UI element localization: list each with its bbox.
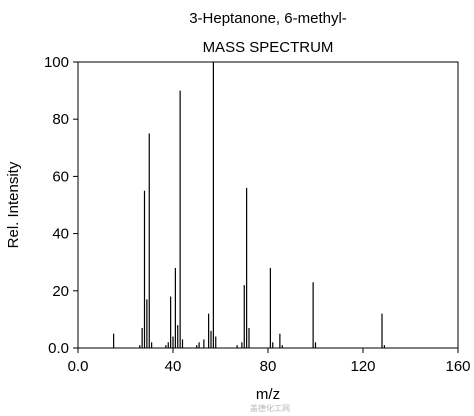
y-tick-label: 40 <box>52 226 69 243</box>
y-tick-label: 60 <box>52 168 69 185</box>
x-axis-label: m/z <box>256 386 280 403</box>
plot-area: 0.0 40 80 120 160 0.0 20 40 60 80 100 <box>44 54 471 375</box>
y-tick-label: 20 <box>52 283 69 300</box>
peaks-group <box>113 62 385 348</box>
x-tick-label: 0.0 <box>68 358 89 375</box>
y-axis-ticks: 0.0 20 40 60 80 100 <box>44 54 78 357</box>
chart-title: 3-Heptanone, 6-methyl- <box>189 10 347 27</box>
y-tick-label: 100 <box>44 54 69 71</box>
x-axis-ticks: 0.0 40 80 120 160 <box>68 348 471 375</box>
x-tick-label: 40 <box>165 358 182 375</box>
watermark-text: 盖德化工网 <box>250 403 290 413</box>
x-tick-label: 160 <box>445 358 470 375</box>
x-tick-label: 80 <box>260 358 277 375</box>
y-axis-label: Rel. Intensity <box>5 161 22 248</box>
x-tick-label: 120 <box>350 358 375 375</box>
y-tick-label: 0.0 <box>48 340 69 357</box>
y-tick-label: 80 <box>52 111 69 128</box>
chart-subtitle: MASS SPECTRUM <box>203 39 334 56</box>
plot-frame <box>77 61 459 349</box>
